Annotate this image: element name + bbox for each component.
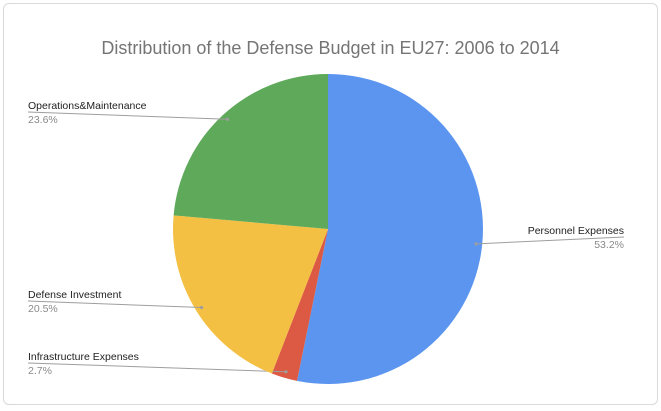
leader-dot-personnel-expenses [474, 242, 478, 246]
pie-slice-operations-maintenance [173, 74, 328, 229]
pie-slice-personnel-expenses [297, 74, 483, 384]
chart-container: Distribution of the Defense Budget in EU… [3, 3, 658, 405]
leader-dot-defense-investment [200, 305, 204, 310]
leader-dot-operations-maintenance [225, 117, 230, 121]
slice-label-personnel-expenses: Personnel Expenses [528, 225, 624, 237]
leader-line-operations-maintenance [27, 111, 228, 120]
leader-line-defense-investment [27, 300, 202, 308]
leader-line-infrastructure-expenses [27, 362, 287, 373]
slice-percent-personnel-expenses: 53.2% [594, 239, 624, 251]
pie-chart: Personnel Expenses 53.2% Infrastructure Ex… [27, 74, 625, 384]
slice-label-defense-investment: Defense Investment [28, 289, 121, 301]
slice-percent-defense-investment: 20.5% [28, 303, 58, 315]
slice-percent-infrastructure-expenses: 2.7% [28, 365, 52, 377]
pie-slice-defense-investment [173, 215, 328, 374]
leader-dot-infrastructure-expenses [284, 370, 288, 374]
leader-line-personnel-expenses [475, 236, 625, 245]
chart-title: Distribution of the Defense Budget in EU… [101, 38, 560, 58]
slice-label-infrastructure-expenses: Infrastructure Expenses [28, 351, 139, 363]
slice-label-operations-maintenance: Operations&Maintenance [28, 100, 147, 112]
slice-percent-operations-maintenance: 23.6% [28, 114, 58, 126]
pie-slice-infrastructure-expenses [271, 229, 328, 381]
